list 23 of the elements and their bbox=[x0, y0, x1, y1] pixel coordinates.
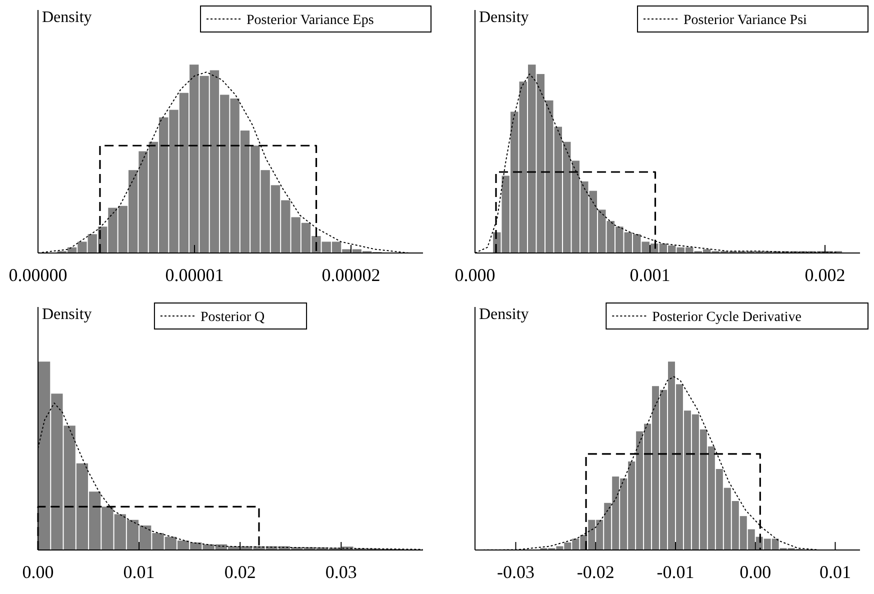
legend-label: Posterior Variance Psi bbox=[684, 13, 808, 28]
x-tick-label: 0.03 bbox=[325, 562, 357, 582]
x-tick-label: -0.03 bbox=[496, 562, 534, 582]
x-tick-label: -0.01 bbox=[656, 562, 694, 582]
x-tick-label: 0.02 bbox=[224, 562, 256, 582]
legend-label: Posterior Cycle Derivative bbox=[652, 310, 802, 325]
x-tick-label: -0.02 bbox=[576, 562, 614, 582]
x-tick-label: 0.00 bbox=[740, 562, 772, 582]
x-tick-label: 0.000 bbox=[454, 265, 496, 285]
x-tick-label: 0.00001 bbox=[165, 265, 224, 285]
x-tick-label: 0.01 bbox=[819, 562, 851, 582]
x-tick-label: 0.01 bbox=[123, 562, 155, 582]
x-tick-label: 0.00000 bbox=[8, 265, 68, 285]
x-tick-label: 0.002 bbox=[804, 265, 846, 285]
x-tick-label: 0.001 bbox=[630, 265, 670, 285]
y-axis-title: Density bbox=[479, 306, 529, 323]
y-axis-title: Density bbox=[479, 9, 529, 26]
legend-label: Posterior Q bbox=[200, 310, 265, 325]
x-tick-label: 0.00 bbox=[22, 562, 54, 582]
legend-label: Posterior Variance Eps bbox=[246, 13, 374, 28]
y-axis-title: Density bbox=[42, 9, 92, 26]
y-axis-title: Density bbox=[42, 306, 92, 323]
x-tick-label: 0.00002 bbox=[322, 265, 380, 285]
